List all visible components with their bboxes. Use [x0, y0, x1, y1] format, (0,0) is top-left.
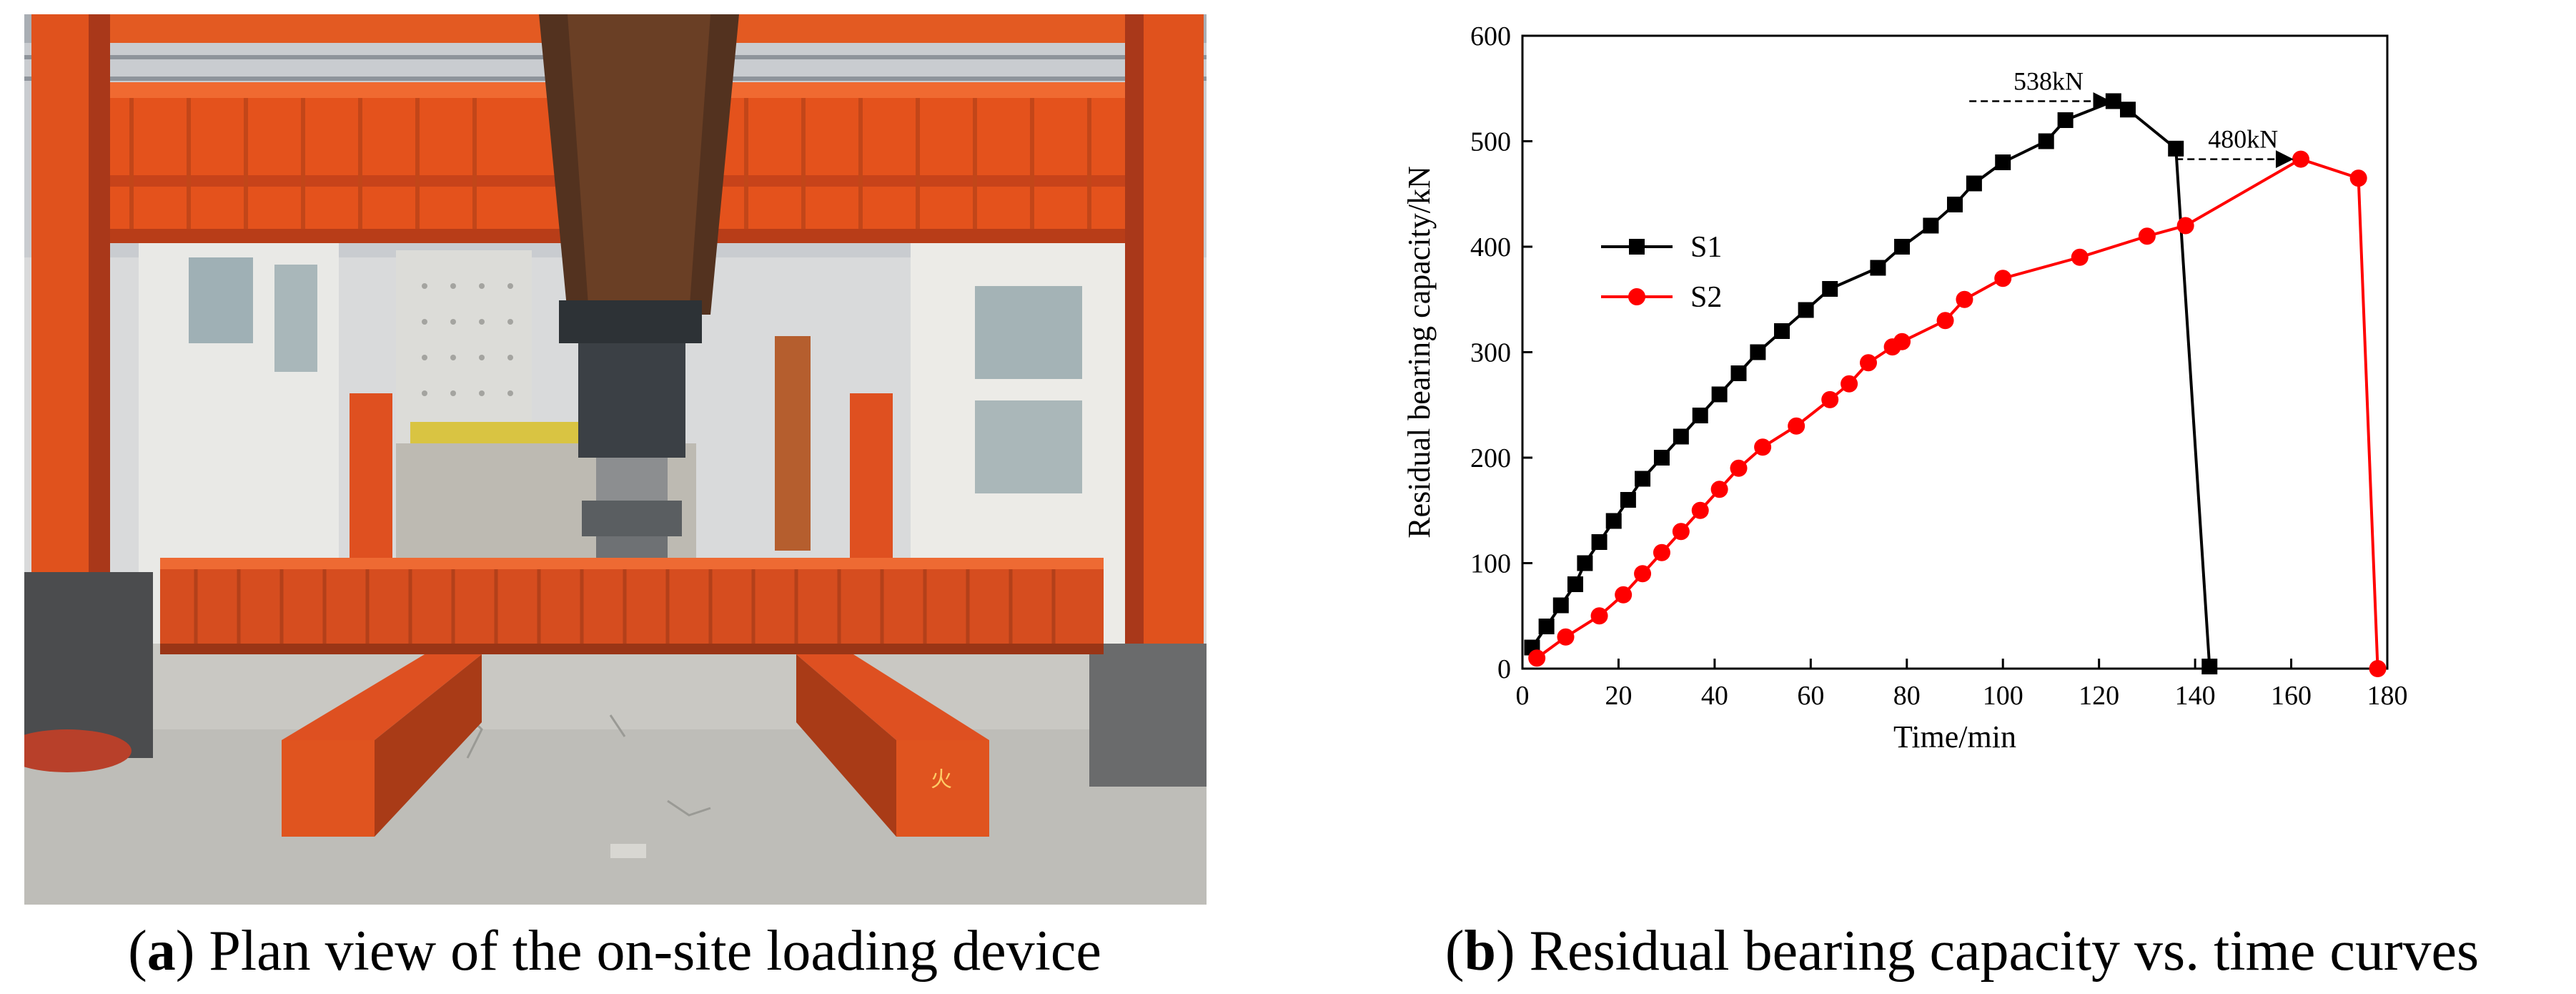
data-point — [1894, 239, 1911, 255]
data-point — [1994, 270, 2012, 287]
data-point — [1936, 312, 1954, 330]
data-point — [1615, 586, 1633, 604]
x-tick-label: 120 — [2079, 681, 2119, 711]
axes: 0 20 40 60 80 100 120 140 160 180 0 100 200 300 400 500… — [1470, 21, 2408, 711]
x-tick-label: 20 — [1605, 681, 1632, 711]
data-point — [1635, 471, 1651, 487]
data-point — [1841, 375, 1858, 393]
caption-a-text: Plan view of the on-site loading device — [209, 920, 1101, 983]
data-point — [1605, 513, 1622, 529]
data-point — [2057, 112, 2074, 128]
caption-a-letter: a — [147, 920, 176, 983]
data-point — [1947, 197, 1963, 212]
y-tick-label: 0 — [1497, 654, 1511, 684]
data-point — [1730, 365, 1747, 381]
data-point — [1620, 492, 1636, 508]
caption-b-text: Residual bearing capacity vs. time curve… — [1529, 920, 2480, 983]
data-point — [1673, 428, 1689, 445]
data-point — [1870, 260, 1886, 276]
beam-marking: 火 — [931, 767, 952, 792]
y-tick-label: 200 — [1470, 443, 1511, 473]
data-point — [1711, 386, 1728, 403]
data-point — [1774, 323, 1790, 339]
legend: S1 S2 — [1601, 231, 1722, 314]
data-point — [1528, 649, 1546, 667]
data-point — [1557, 628, 1575, 646]
caption-b-letter: b — [1464, 920, 1497, 983]
data-point — [1567, 576, 1583, 592]
data-point — [1710, 481, 1728, 498]
legend-marker — [1629, 239, 1645, 255]
data-point — [2292, 150, 2309, 168]
data-point — [2038, 133, 2054, 149]
series-line — [1535, 157, 2379, 669]
data-point — [1730, 459, 1748, 477]
data-point — [1634, 565, 1652, 583]
data-point — [1577, 555, 1593, 571]
x-tick-label: 160 — [2271, 681, 2312, 711]
data-point — [1591, 534, 1607, 550]
annotation-label: 480kN — [2208, 125, 2278, 154]
legend-label: S2 — [1690, 281, 1722, 314]
residual-capacity-chart: 0 20 40 60 80 100 120 140 160 180 0 100 200 300 400 500… — [1402, 21, 2408, 754]
x-tick-label: 100 — [1983, 681, 2023, 711]
annotation-label: 538kN — [2013, 67, 2084, 95]
loading-device-photo: 火 — [24, 14, 1207, 905]
data-point — [2138, 227, 2156, 245]
data-point — [1923, 217, 1939, 234]
y-tick-label: 600 — [1470, 21, 1511, 51]
x-tick-label: 60 — [1797, 681, 1824, 711]
series-S2 — [1528, 150, 2387, 677]
data-point — [1966, 175, 1982, 192]
data-point — [1822, 281, 1838, 297]
data-point — [1672, 523, 1690, 541]
x-tick-label: 180 — [2367, 681, 2408, 711]
data-point — [2071, 248, 2089, 266]
data-point — [1893, 333, 1911, 350]
y-tick-label: 400 — [1470, 232, 1511, 262]
series-S1 — [1524, 93, 2218, 675]
series-group — [1524, 93, 2387, 677]
data-point — [2120, 102, 2136, 118]
data-point — [1691, 501, 1709, 519]
data-point — [1750, 344, 1766, 360]
data-point — [1821, 390, 1839, 408]
x-tick-label: 40 — [1701, 681, 1728, 711]
data-point — [1653, 543, 1670, 561]
x-axis-label: Time/min — [1893, 719, 2016, 754]
y-tick-label: 500 — [1470, 127, 1511, 157]
data-point — [2369, 660, 2387, 677]
data-point — [1860, 354, 1877, 372]
y-axis-label: Residual bearing capacity/kN — [1402, 166, 1437, 538]
data-point — [2176, 217, 2194, 235]
data-point — [1995, 154, 2011, 170]
y-tick-label: 100 — [1470, 549, 1511, 579]
x-tick-label: 80 — [1893, 681, 1921, 711]
data-point — [1590, 607, 1608, 625]
data-point — [1653, 450, 1670, 466]
data-point — [1692, 408, 1708, 423]
data-point — [1754, 438, 1772, 456]
data-point — [1788, 417, 1805, 435]
legend-marker — [1628, 288, 1645, 305]
data-point — [1538, 619, 1555, 634]
data-point — [2168, 140, 2184, 157]
legend-label: S1 — [1690, 231, 1722, 264]
x-tick-label: 0 — [1516, 681, 1530, 711]
caption-b: (b) Residual bearing capacity vs. time c… — [1445, 920, 2480, 983]
annotations: 538kN 480kN — [1969, 67, 2294, 169]
y-tick-label: 300 — [1470, 338, 1511, 368]
data-point — [1552, 597, 1569, 614]
x-tick-label: 140 — [2175, 681, 2216, 711]
data-point — [1798, 302, 1814, 318]
caption-a: (a) Plan view of the on-site loading dev… — [128, 920, 1101, 983]
data-point — [2349, 169, 2367, 187]
data-point — [2201, 659, 2218, 675]
data-point — [1956, 290, 1973, 308]
